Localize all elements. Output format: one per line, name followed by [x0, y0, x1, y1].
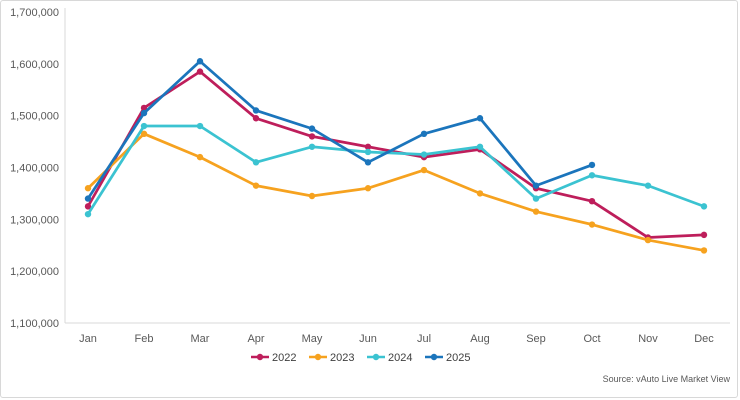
y-tick-label: 1,400,000	[10, 163, 59, 175]
x-tick-label: Jun	[359, 333, 377, 345]
x-axis-labels: Jan Feb Mar Apr May Jun Jul Aug Sep Oct Nov Dec	[79, 333, 714, 345]
data-point-marker[interactable]	[84, 195, 92, 202]
x-tick-label: Apr	[247, 333, 264, 345]
data-point-marker[interactable]	[644, 182, 652, 189]
legend-item-2025[interactable]: 2025	[425, 352, 470, 364]
legend-label: 2025	[446, 352, 470, 364]
data-point-marker[interactable]	[700, 247, 708, 254]
series-lines	[84, 58, 708, 254]
x-tick-label: Dec	[694, 333, 714, 345]
axes	[64, 8, 730, 324]
data-point-marker[interactable]	[420, 166, 428, 174]
data-point-marker[interactable]	[308, 143, 316, 150]
x-tick-label: Sep	[526, 333, 546, 345]
data-point-marker[interactable]	[476, 115, 484, 122]
x-tick-label: Aug	[470, 333, 490, 345]
y-tick-label: 1,500,000	[10, 111, 59, 123]
data-point-marker[interactable]	[84, 185, 92, 192]
data-point-marker[interactable]	[140, 104, 148, 112]
legend-item-2023[interactable]: 2023	[309, 352, 354, 364]
legend-marker-dot	[372, 353, 380, 361]
data-point-marker[interactable]	[364, 185, 372, 192]
legend-item-2024[interactable]: 2024	[367, 352, 412, 364]
data-point-marker[interactable]	[476, 190, 484, 197]
data-point-marker[interactable]	[140, 130, 148, 138]
data-point-marker[interactable]	[644, 236, 652, 244]
legend: 2022 2023 2024 2025	[251, 352, 470, 364]
data-point-marker[interactable]	[588, 161, 596, 169]
data-point-marker[interactable]	[420, 130, 428, 138]
data-point-marker[interactable]	[252, 182, 260, 189]
x-tick-label: Jul	[417, 333, 431, 345]
legend-label: 2024	[388, 352, 412, 364]
data-point-marker[interactable]	[196, 58, 204, 65]
data-point-marker[interactable]	[588, 221, 596, 228]
series-2024	[84, 122, 708, 218]
x-tick-label: Nov	[638, 333, 658, 345]
series-line-2025	[86, 59, 594, 200]
y-tick-label: 1,700,000	[10, 7, 59, 19]
data-point-marker[interactable]	[588, 197, 596, 205]
y-tick-label: 1,300,000	[10, 214, 59, 226]
data-point-marker[interactable]	[252, 159, 260, 166]
legend-label: 2023	[330, 352, 354, 364]
data-point-marker[interactable]	[532, 182, 540, 189]
x-tick-label: Feb	[135, 333, 154, 345]
series-line-2024	[86, 124, 706, 216]
data-point-marker[interactable]	[532, 195, 540, 202]
data-point-marker[interactable]	[196, 122, 204, 130]
data-point-marker[interactable]	[364, 143, 372, 150]
data-point-marker[interactable]	[476, 143, 484, 150]
data-point-marker[interactable]	[364, 159, 372, 166]
series-2023	[84, 130, 708, 254]
legend-label: 2022	[272, 352, 296, 364]
data-point-marker[interactable]	[364, 148, 372, 156]
data-point-marker[interactable]	[420, 151, 428, 158]
series-2025	[84, 58, 596, 202]
data-point-marker[interactable]	[700, 203, 708, 210]
data-point-marker[interactable]	[196, 153, 204, 161]
y-axis-labels: 1,100,000 1,200,000 1,300,000 1,400,000 1,50…	[10, 7, 59, 330]
data-point-marker[interactable]	[252, 107, 260, 114]
data-point-marker[interactable]	[700, 231, 708, 239]
y-tick-label: 1,600,000	[10, 59, 59, 71]
data-point-marker[interactable]	[308, 192, 316, 200]
x-tick-label: Oct	[583, 333, 600, 345]
y-tick-label: 1,200,000	[10, 266, 59, 278]
legend-marker-dot	[256, 353, 264, 361]
data-point-marker[interactable]	[532, 208, 540, 215]
data-point-marker[interactable]	[252, 115, 260, 122]
data-point-marker[interactable]	[588, 172, 596, 179]
data-point-marker[interactable]	[84, 203, 92, 210]
x-tick-label: Jan	[79, 333, 97, 345]
series-line-2023	[86, 132, 706, 252]
data-point-marker[interactable]	[308, 125, 316, 132]
x-tick-label: Mar	[191, 333, 210, 345]
data-point-marker[interactable]	[140, 109, 148, 117]
source-label: Source: vAuto Live Market View	[603, 374, 731, 384]
legend-marker-dot	[314, 353, 322, 361]
data-point-marker[interactable]	[140, 122, 148, 130]
data-point-marker[interactable]	[84, 210, 92, 218]
data-point-marker[interactable]	[308, 133, 316, 140]
legend-item-2022[interactable]: 2022	[251, 352, 296, 364]
y-tick-label: 1,100,000	[10, 318, 59, 330]
x-tick-label: May	[302, 333, 323, 345]
data-point-marker[interactable]	[196, 68, 204, 75]
legend-marker-dot	[430, 353, 438, 361]
